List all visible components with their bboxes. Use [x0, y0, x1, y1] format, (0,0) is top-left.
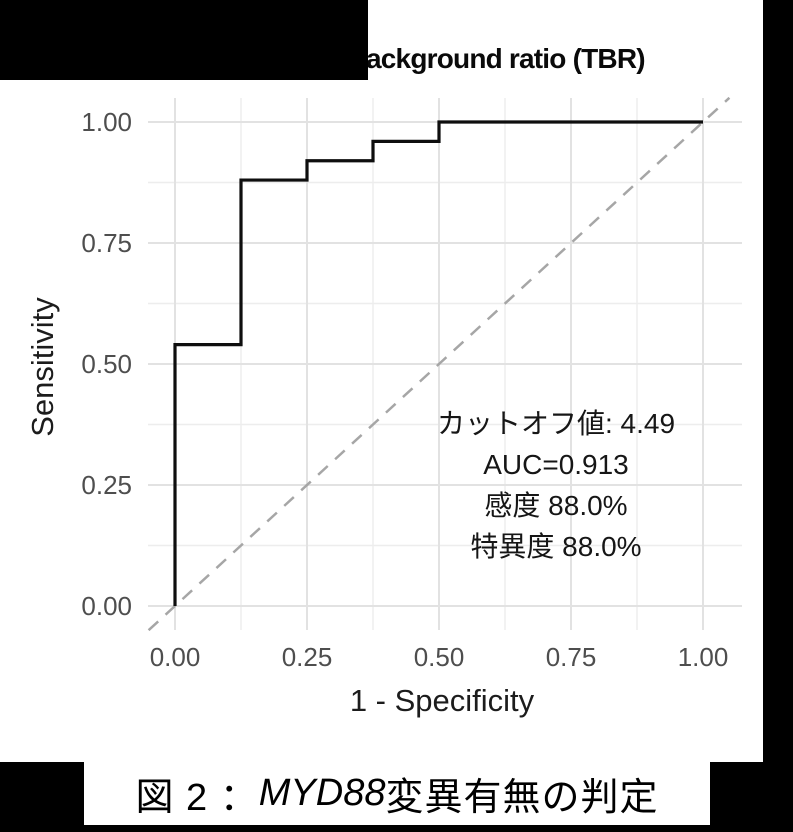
x-tick-label: 0.75: [545, 642, 597, 672]
y-tick-label: 0.75: [81, 228, 132, 258]
redaction-box-caption-right: [710, 762, 793, 832]
x-axis-title: 1 - Specificity: [349, 683, 535, 718]
roc-chart-canvas: [147, 96, 742, 632]
annotation-cutoff: カットオフ値: 4.49: [436, 408, 676, 439]
figure-caption: 図 2 ： MYD88 変異有無の判定: [84, 762, 710, 825]
reference-diagonal-line: [147, 96, 731, 632]
chart-title: ackground ratio (TBR): [366, 43, 646, 74]
redaction-bar-right: [763, 0, 793, 762]
annotation-block: カットオフ値: 4.49 AUC=0.913 感度 88.0% 特異度 88.0…: [396, 403, 716, 567]
annotation-specificity: 特異度 88.0%: [470, 531, 642, 562]
annotation-sensitivity: 感度 88.0%: [484, 490, 628, 521]
y-tick-label: 0.00: [81, 591, 132, 621]
annotation-auc: AUC=0.913: [483, 449, 629, 480]
caption-suffix: 変異有無の判定: [385, 777, 659, 819]
x-tick-label: 0.25: [281, 642, 333, 672]
redaction-box-top-left: [0, 0, 368, 80]
x-tick-label: 1.00: [677, 642, 729, 672]
y-tick-label: 0.50: [81, 349, 132, 379]
x-tick-label: 0.00: [149, 642, 201, 672]
caption-gene-name: MYD88: [258, 772, 386, 814]
caption-prefix: 図 2 ：: [135, 777, 259, 819]
x-tick-label: 0.50: [413, 642, 465, 672]
y-tick-label: 1.00: [81, 107, 132, 137]
redaction-box-caption-left: [0, 762, 84, 832]
redaction-strip-bottom: [0, 825, 793, 832]
y-axis-title: Sensitivity: [25, 297, 60, 437]
y-tick-label: 0.25: [81, 470, 132, 500]
roc-curve: [173, 120, 703, 606]
